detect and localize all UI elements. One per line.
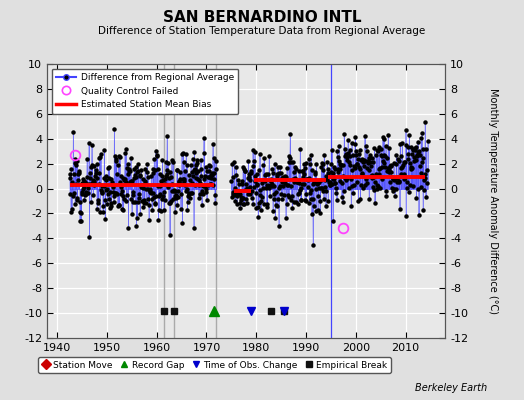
Legend: Station Move, Record Gap, Time of Obs. Change, Empirical Break: Station Move, Record Gap, Time of Obs. C… [38,357,391,373]
Text: SAN BERNARDINO INTL: SAN BERNARDINO INTL [163,10,361,25]
Text: Berkeley Earth: Berkeley Earth [415,383,487,393]
Text: Difference of Station Temperature Data from Regional Average: Difference of Station Temperature Data f… [99,26,425,36]
Y-axis label: Monthly Temperature Anomaly Difference (°C): Monthly Temperature Anomaly Difference (… [488,88,498,314]
